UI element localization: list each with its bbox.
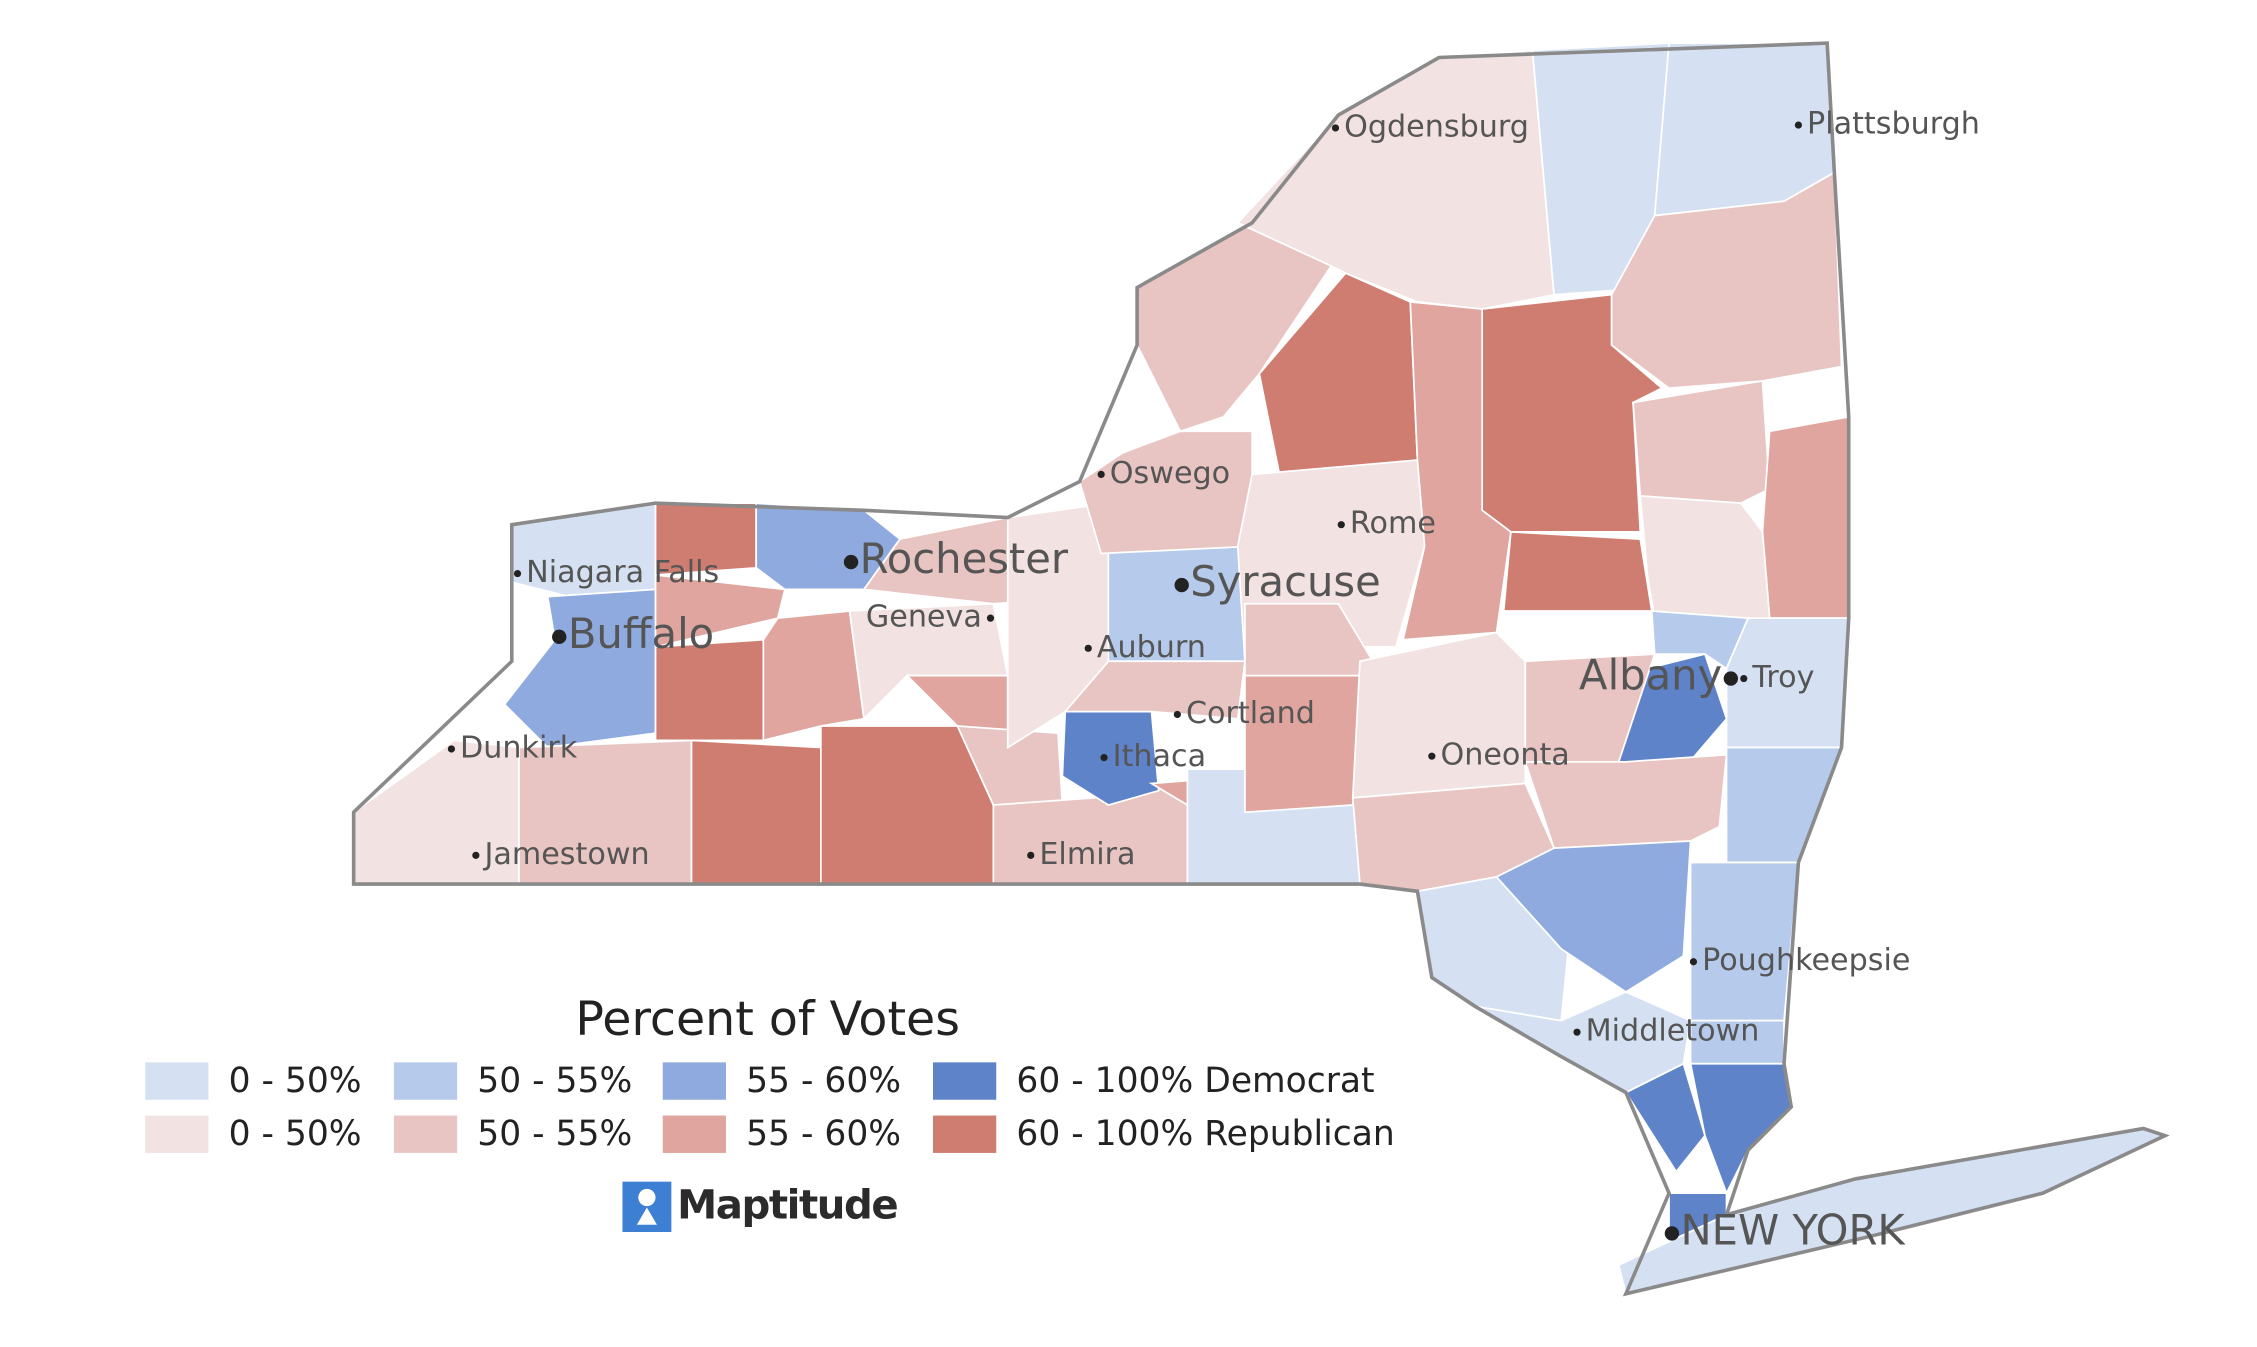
city-label: Rome (1350, 506, 1436, 541)
city-dot (1723, 671, 1739, 686)
city-label: Oswego (1110, 456, 1230, 491)
legend: 0 - 50% 50 - 55% 55 - 60% 60 - 100% Democra… (145, 1061, 1395, 1154)
legend-swatch (932, 1115, 997, 1153)
city-dot (513, 569, 522, 578)
state-outline (351, 41, 2170, 1297)
legend-label: 0 - 50% (229, 1061, 362, 1101)
cities: Ogdensburg Plattsburgh Oswego Rome Rochester… (447, 107, 1980, 1254)
legend-swatch (662, 1062, 726, 1100)
county (1502, 530, 1653, 612)
legend-label: 0 - 50% (229, 1114, 362, 1154)
city-dot (1428, 752, 1436, 760)
county (1063, 660, 1246, 720)
city-dot (986, 614, 995, 622)
logo-text: Maptitude (677, 1183, 897, 1229)
logo-icon-dot (638, 1188, 656, 1207)
city-label: Poughkeepsie (1702, 943, 1910, 978)
city-dot (1337, 521, 1345, 529)
legend-label: 60 - 100% Republican (1016, 1114, 1394, 1154)
city-label: Geneva (866, 600, 982, 635)
county (1761, 415, 1850, 620)
legend-label: 60 - 100% Democrat (1016, 1061, 1374, 1101)
city-dot (552, 629, 567, 645)
city-dot (447, 745, 455, 753)
city-label: Middletown (1586, 1014, 1760, 1049)
legend-swatch (932, 1062, 997, 1100)
city-label: Oneonta (1440, 738, 1569, 773)
county (690, 739, 822, 885)
city-label: Elmira (1039, 837, 1135, 872)
city-dot (1664, 1226, 1680, 1241)
city-label: Auburn (1097, 630, 1206, 665)
city-dot (1689, 958, 1698, 966)
county (1078, 430, 1253, 555)
city-dot (472, 851, 480, 859)
county (762, 610, 865, 742)
city-label: Buffalo (568, 609, 714, 658)
legend-label: 55 - 60% (746, 1061, 901, 1101)
city-dot (1100, 754, 1108, 762)
legend-swatch (393, 1115, 458, 1153)
legend-label: 50 - 55% (477, 1061, 632, 1101)
county (1632, 379, 1771, 505)
city-label: Albany (1579, 651, 1722, 700)
city-label: Niagara Falls (526, 555, 719, 590)
county (1351, 631, 1527, 799)
city-label: Jamestown (482, 837, 649, 872)
legend-swatch (145, 1062, 209, 1100)
city-label: Troy (1751, 660, 1814, 695)
legend-swatch (662, 1115, 726, 1153)
city-label: Plattsburgh (1807, 107, 1980, 142)
legend-swatch (145, 1115, 209, 1153)
city-label: Dunkirk (460, 730, 578, 765)
city-dot (1740, 674, 1748, 683)
county (1689, 861, 1800, 1022)
city-label: Syracuse (1190, 557, 1380, 606)
counties (351, 41, 2170, 1297)
city-dot (843, 554, 859, 570)
city-dot (1027, 851, 1035, 859)
city-dot (1173, 710, 1181, 719)
city-dot (1097, 470, 1105, 478)
city-dot (1174, 577, 1189, 593)
city-label: Cortland (1186, 696, 1315, 731)
county (1725, 746, 1843, 864)
city-label: Rochester (860, 534, 1069, 583)
city-dot (1331, 124, 1340, 132)
logo: Maptitude (622, 1181, 899, 1232)
legend-label: 55 - 60% (746, 1114, 901, 1154)
city-label: Ithaca (1113, 739, 1206, 774)
county (1650, 610, 1750, 670)
legend-title: Percent of Votes (575, 992, 960, 1047)
county (1495, 840, 1692, 993)
city-dot (1084, 644, 1092, 652)
legend-swatch (393, 1062, 458, 1100)
city-dot (1573, 1028, 1581, 1036)
city-dot (1794, 121, 1802, 129)
city-label: Ogdensburg (1344, 109, 1529, 144)
logo-icon-shape (636, 1207, 657, 1225)
legend-label: 50 - 55% (477, 1114, 632, 1154)
city-label: NEW YORK (1681, 1205, 1907, 1254)
